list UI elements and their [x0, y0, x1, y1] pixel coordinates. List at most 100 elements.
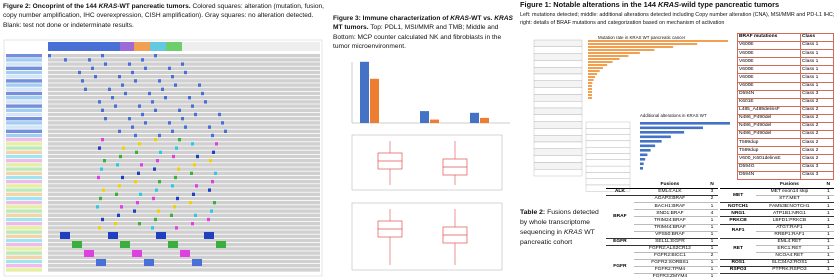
row-label [6, 180, 42, 184]
row-label [6, 79, 42, 83]
cell: 3 [706, 188, 718, 197]
alteration [100, 167, 103, 171]
alteration [204, 100, 207, 104]
cell: V600E [737, 81, 801, 91]
row-label [6, 247, 42, 251]
row-label [6, 230, 42, 234]
decor-bar [640, 162, 644, 166]
alteration [154, 54, 157, 58]
alteration [121, 175, 124, 180]
alteration [178, 108, 181, 112]
row-band [48, 213, 320, 217]
alteration-block [132, 250, 142, 257]
alteration [115, 192, 118, 196]
alteration [119, 154, 122, 159]
table-2-caption: Table 2: Fusions detected by whole trans… [520, 208, 604, 248]
caption-title: -wild type pancreatic tumors [678, 0, 780, 9]
decor-bar [588, 70, 600, 72]
caption-title: Figure 3: Immune characterization of [333, 15, 451, 22]
row-label [6, 104, 42, 108]
cell: 1 [706, 273, 718, 278]
decor-bar [588, 64, 608, 66]
caption-title: -WT pancreatic tumors. [117, 3, 191, 10]
alteration [158, 79, 161, 83]
row-band [48, 201, 320, 205]
cell: L485_A489delinsF [737, 105, 801, 115]
row-label [6, 175, 42, 180]
cell: V600_K601delinsE [737, 154, 801, 164]
row: SND1:BRAF 4 [606, 209, 718, 218]
decor-bar [640, 126, 703, 130]
cell: 1 [822, 238, 834, 246]
row-band [48, 66, 320, 70]
plot-frame [351, 134, 503, 191]
alteration [154, 138, 157, 142]
table-row [533, 53, 583, 61]
row-label [6, 217, 42, 222]
row-label [6, 70, 42, 75]
alteration [97, 175, 100, 180]
alteration [138, 222, 141, 226]
row-band [48, 192, 320, 196]
cell: T599dup [737, 146, 801, 156]
row: VPS50:BRAF 1 [606, 231, 718, 239]
alteration [98, 100, 101, 104]
row-label [6, 91, 42, 96]
alteration [81, 79, 84, 83]
row-band [48, 230, 320, 234]
alteration [213, 201, 216, 205]
alteration-block [180, 250, 190, 257]
cell: RRBP1:RAF1 [756, 231, 823, 239]
group-header [182, 42, 320, 51]
row-label [6, 129, 42, 133]
row: N486_P490del Class 2 [737, 130, 834, 140]
cell: 1 [706, 216, 718, 225]
alteration [134, 133, 137, 138]
cell: Class 1 [800, 65, 834, 75]
gene-cell: PRKCB [720, 216, 757, 225]
alteration [172, 154, 175, 159]
row-band [48, 138, 320, 142]
row-label [6, 171, 42, 175]
cell: 1 [822, 195, 834, 204]
alteration [133, 209, 136, 213]
cell: SND1:BRAF [633, 209, 707, 218]
caption-title: Figure 2: Oncoprint of the 144 [3, 3, 99, 10]
cell: TRIM24:BRAF [633, 216, 707, 225]
alteration [118, 184, 121, 188]
table-row [533, 121, 583, 129]
caption-title: Figure 1: Notable alterations in the 144 [520, 0, 658, 9]
decor-bar [588, 76, 596, 78]
header-row: BRAF mutations Class [737, 32, 834, 43]
cell: ATP1B1:NRG1 [756, 209, 823, 218]
cell: 1 [822, 188, 834, 197]
cell: Class 2 [800, 113, 834, 124]
alteration-block [216, 241, 226, 248]
row-band [48, 268, 320, 272]
row: RRBP1:RAF1 1 [720, 231, 834, 239]
alteration [108, 87, 111, 91]
decor-bar [588, 94, 592, 96]
table-row [585, 165, 631, 173]
cell: Class 2 [800, 154, 834, 164]
alteration [175, 226, 178, 230]
cell: Class 3 [800, 170, 834, 180]
cell: ATG7:RAF1 [756, 224, 823, 232]
row-label [6, 112, 42, 117]
alteration [117, 213, 120, 217]
gene-cell: ALK [606, 188, 634, 197]
cell: 1 [706, 202, 718, 211]
decor-bar [640, 167, 643, 170]
cell: V600E [737, 49, 801, 59]
cell: K601E [737, 97, 801, 107]
cell: 2 [706, 252, 718, 261]
alteration-block [108, 232, 118, 239]
alteration [101, 138, 104, 142]
row-band [48, 112, 320, 117]
header-cell: Fusions [756, 182, 823, 190]
decor-bar [588, 49, 655, 51]
cell: FGFR2:BICC1 [633, 252, 707, 261]
decor-bar [588, 91, 592, 93]
row-band [48, 243, 320, 247]
